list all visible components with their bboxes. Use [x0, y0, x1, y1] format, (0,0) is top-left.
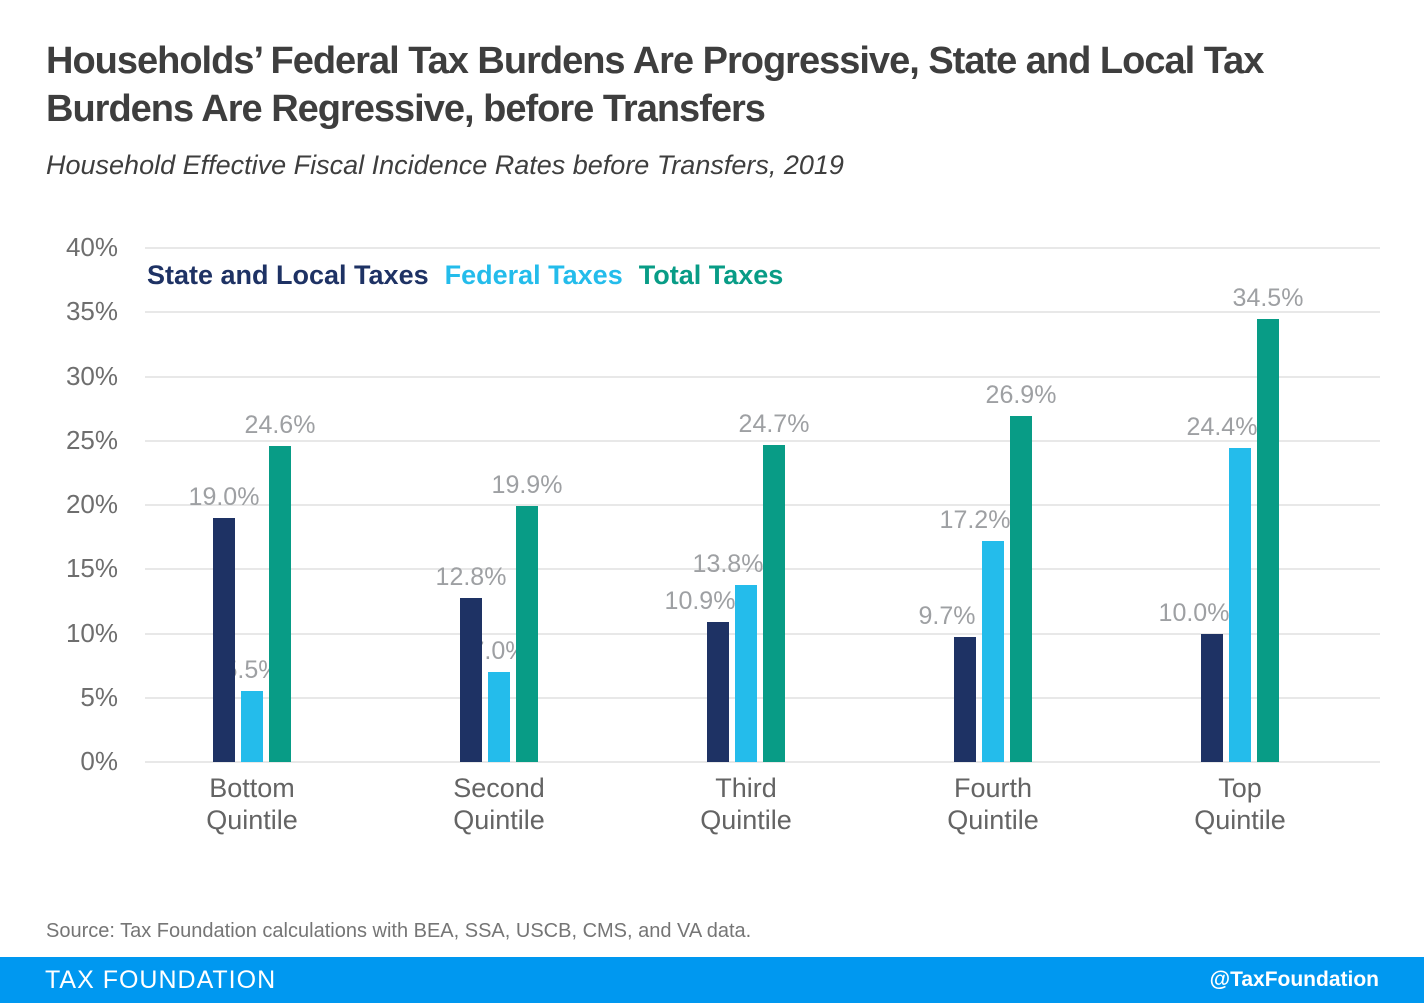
bar-slot: 12.8%: [436, 248, 506, 762]
page-title: Households’ Federal Tax Burdens Are Prog…: [46, 38, 1396, 134]
title-line-1: Households’ Federal Tax Burdens Are Prog…: [46, 40, 1264, 82]
gridline: [145, 247, 1380, 249]
bar: [460, 597, 482, 762]
bar-group: 9.7% 17.2% 26.9%: [919, 248, 1056, 762]
bar-group: 10.0% 24.4% 34.5%: [1159, 248, 1303, 762]
bar-value-label: 24.7%: [738, 409, 810, 438]
bar-value-label: 19.9%: [491, 471, 563, 500]
gridline: [145, 375, 1380, 378]
gridline: [145, 696, 1380, 699]
bar-value-label: 10.9%: [664, 586, 736, 615]
bar-slot: 19.9%: [492, 248, 562, 762]
bar-value-label: 34.5%: [1232, 283, 1304, 312]
plot-area: State and Local Taxes Federal Taxes Total …: [145, 247, 1380, 763]
y-tick-label: 10%: [65, 617, 118, 648]
bar-slot: 26.9%: [986, 248, 1056, 762]
bar-slot: 34.5%: [1233, 248, 1303, 762]
bar: [488, 672, 510, 762]
bar-value-label: 9.7%: [918, 602, 976, 631]
x-tick-label: Third Quintile: [700, 773, 792, 836]
bar-slot: 19.0%: [189, 248, 259, 762]
x-tick-label: Bottom Quintile: [206, 773, 298, 836]
bar: [269, 445, 291, 762]
y-tick-label: 20%: [65, 489, 118, 519]
legend-item: State and Local Taxes: [147, 260, 429, 290]
bar-value-label: 19.0%: [188, 482, 260, 511]
bar: [1010, 416, 1032, 762]
x-tick-label: Top Quintile: [1194, 773, 1286, 836]
y-tick-label: 30%: [65, 360, 118, 391]
bar: [763, 444, 785, 762]
bar-group: 19.0% 5.5% 24.6%: [189, 248, 315, 762]
legend-item: Total Taxes: [638, 260, 784, 290]
bar-slot: 17.2%: [940, 248, 1010, 762]
gridline: [145, 568, 1380, 571]
bar: [1257, 318, 1279, 762]
y-tick-label: 5%: [80, 681, 118, 712]
gridline: [145, 439, 1380, 442]
bar-slot: 24.4%: [1187, 248, 1257, 762]
x-tick-label: Fourth Quintile: [947, 773, 1039, 836]
gridline: [145, 504, 1380, 506]
y-tick-label: 35%: [65, 296, 118, 327]
y-tick-label: 40%: [65, 232, 118, 262]
bar-value-label: 17.2%: [939, 505, 1011, 534]
source-note: Source: Tax Foundation calculations with…: [46, 920, 752, 942]
bar-slot: 10.0%: [1159, 248, 1229, 762]
footer-brand: TAX FOUNDATION: [45, 965, 277, 994]
bar-slot: 13.8%: [693, 248, 763, 762]
bar: [1201, 633, 1223, 762]
bar-slot: 24.7%: [739, 248, 809, 762]
x-axis: Bottom Quintile Second Quintile Third Quin…: [145, 772, 1380, 852]
bar: [735, 584, 757, 762]
bar: [213, 517, 235, 762]
bar: [707, 621, 729, 762]
bar: [516, 506, 538, 762]
legend-item: Federal Taxes: [444, 260, 623, 290]
footer-handle: @TaxFoundation: [1209, 968, 1379, 991]
bar-slot: 24.6%: [245, 248, 315, 762]
footer-bar: TAX FOUNDATION @TaxFoundation: [0, 957, 1424, 1003]
bar-slot: 9.7%: [919, 248, 976, 762]
x-tick-label: Second Quintile: [453, 773, 545, 836]
bar: [982, 540, 1004, 762]
gridline: [145, 311, 1380, 314]
bar: [954, 637, 976, 762]
y-tick-label: 15%: [65, 553, 118, 584]
bar: [1229, 448, 1251, 762]
gridline: [145, 632, 1380, 635]
bar-value-label: 26.9%: [985, 381, 1057, 410]
bar-group: 10.9% 13.8% 24.7%: [665, 248, 809, 762]
bar-value-label: 24.4%: [1186, 413, 1258, 442]
chart-legend: State and Local Taxes Federal Taxes Total …: [147, 260, 799, 291]
y-axis: 40% 35% 30% 25% 20% 15% 10% 5% 0%: [0, 232, 130, 776]
gridline: [145, 761, 1380, 763]
bar-value-label: 10.0%: [1158, 598, 1230, 627]
bar-value-label: 24.6%: [244, 410, 316, 439]
bar-slot: 7.0%: [471, 248, 527, 762]
bar-slot: 10.9%: [665, 248, 735, 762]
bar-value-label: 13.8%: [692, 549, 764, 578]
chart-subtitle: Household Effective Fiscal Incidence Rat…: [46, 150, 844, 180]
bar-value-label: 12.8%: [435, 562, 507, 591]
y-tick-label: 0%: [80, 746, 118, 776]
bar-group: 12.8% 7.0% 19.9%: [436, 248, 562, 762]
y-tick-label: 25%: [65, 424, 118, 455]
title-line-2: Burdens Are Regressive, before Transfers: [46, 87, 766, 130]
bar: [241, 691, 263, 762]
